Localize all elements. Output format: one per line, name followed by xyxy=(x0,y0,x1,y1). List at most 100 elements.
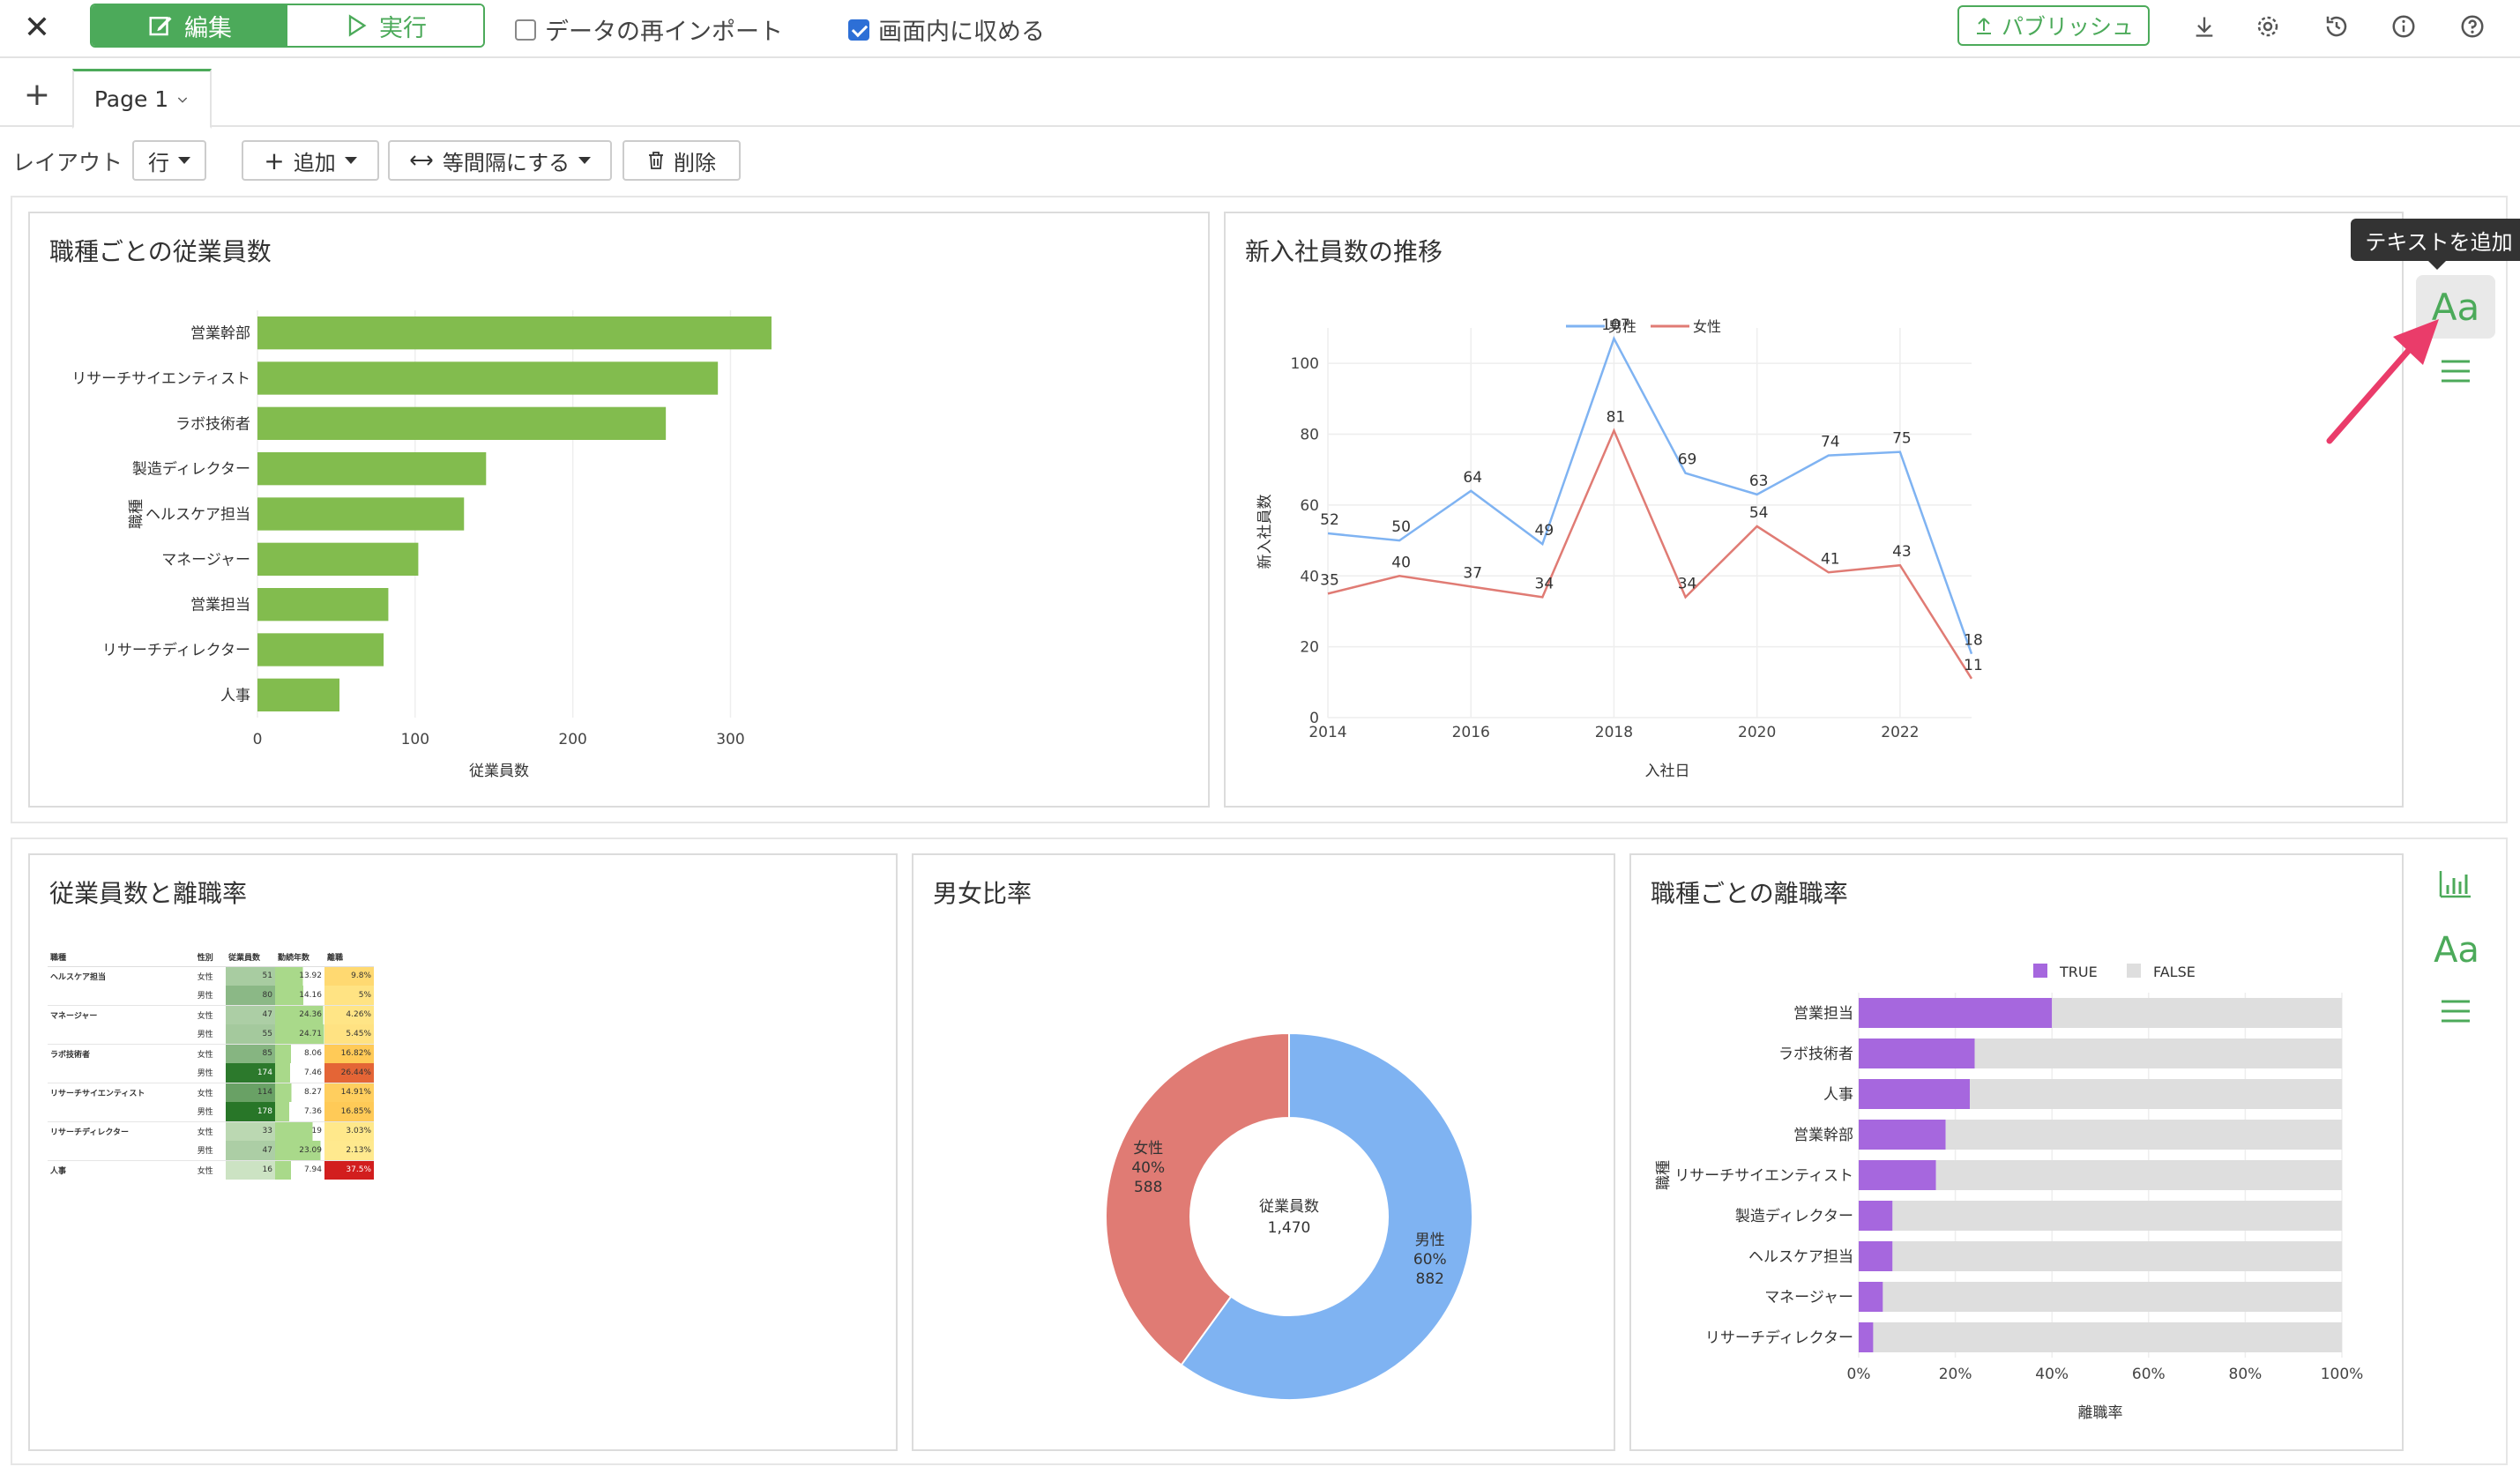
equal-spacing-button[interactable]: 等間隔にする xyxy=(388,140,612,181)
table-cell: 55 xyxy=(226,1024,275,1044)
column-header: 離職 xyxy=(324,949,374,967)
reimport-checkbox[interactable]: データの再インポート xyxy=(515,12,783,47)
run-button[interactable]: 実行 xyxy=(287,5,483,46)
x-tick-label: 80% xyxy=(2229,1366,2263,1383)
table-cell: 7.94 xyxy=(275,1159,324,1180)
y-tick-label: 0 xyxy=(1309,710,1319,727)
x-tick-label: 0% xyxy=(1847,1366,1871,1383)
close-icon[interactable]: ✕ xyxy=(23,10,51,46)
help-icon[interactable] xyxy=(2453,7,2492,46)
run-label: 実行 xyxy=(379,14,427,42)
x-tick-label: 100 xyxy=(401,731,429,748)
bar-segment-FALSE xyxy=(1974,1038,2342,1068)
table-cell: 女性 xyxy=(194,1120,226,1141)
menu-icon[interactable] xyxy=(2434,989,2478,1033)
legend-swatch xyxy=(2033,964,2047,978)
y-tick-label: 40 xyxy=(1300,568,1319,585)
table-row: 男性 178 7.36 16.85% xyxy=(48,1102,374,1121)
history-icon[interactable] xyxy=(2317,7,2356,46)
reimport-checkbox-box[interactable] xyxy=(515,19,536,41)
y-axis-label: 職種 xyxy=(1655,1160,1673,1190)
tab-page-1[interactable]: Page 1 xyxy=(72,69,212,129)
data-label: 41 xyxy=(1821,550,1840,568)
data-label: 74 xyxy=(1821,434,1840,451)
data-label: 34 xyxy=(1678,575,1697,592)
layout-select[interactable]: 行 xyxy=(132,140,206,181)
bar xyxy=(257,316,772,350)
table-header-row: 職種 性別 従業員数 勤続年数 離職 xyxy=(48,949,374,967)
fit-to-screen-checkbox[interactable]: 画面内に収める xyxy=(848,12,1045,47)
chart-icon[interactable] xyxy=(2434,862,2478,906)
tab-page-1-label: Page 1 xyxy=(93,86,169,112)
newhire-line-chart: 0 20 40 60 80 100 2014 2016 2018 2020 2022 52 50 64 49… xyxy=(1256,316,1983,780)
fit-checkbox-box[interactable] xyxy=(848,19,869,41)
legend-label: 男性 xyxy=(1608,318,1637,335)
pointer-arrow-annotation xyxy=(2326,319,2439,444)
plus-icon: + xyxy=(264,145,285,175)
y-tick-label: 20 xyxy=(1300,639,1319,657)
info-icon[interactable] xyxy=(2384,7,2423,46)
bar-segment-TRUE xyxy=(1859,1322,1874,1352)
menu-icon[interactable] xyxy=(2434,349,2478,393)
bar-segment-TRUE xyxy=(1859,1201,1893,1231)
add-button[interactable]: + 追加 xyxy=(242,140,379,181)
table-cell xyxy=(48,1102,195,1121)
table-cell: ヘルスケア担当 xyxy=(48,965,195,986)
slice-value: 588 xyxy=(1134,1179,1162,1196)
play-icon xyxy=(348,14,367,37)
headcount-chart-card[interactable]: 職種ごとの従業員数 0 100 200 300 営業幹部 リサーチサイエンティスト ラボ技術… xyxy=(28,212,1210,808)
x-tick-label: 2020 xyxy=(1738,724,1776,741)
table-cell: 2.13% xyxy=(324,1141,374,1160)
table-row: 人事 女性 16 7.94 37.5% xyxy=(48,1159,374,1180)
delete-label: 削除 xyxy=(674,150,716,175)
data-label: 18 xyxy=(1964,632,1983,650)
data-label: 40 xyxy=(1391,554,1411,571)
text-icon[interactable]: Aa xyxy=(2416,275,2495,339)
gear-icon[interactable] xyxy=(2248,7,2287,46)
y-tick-label: 製造ディレクター xyxy=(1735,1207,1853,1225)
data-label: 75 xyxy=(1892,430,1912,448)
chevron-down-icon[interactable] xyxy=(175,93,190,107)
publish-button[interactable]: パブリッシュ xyxy=(1957,5,2150,46)
newhire-chart-card[interactable]: 新入社員数の推移 0 20 40 60 80 100 2014 2016 2018 2020 202… xyxy=(1224,212,2404,808)
table-cell: 47 xyxy=(226,1141,275,1160)
slice-label: 男性 xyxy=(1415,1232,1445,1249)
download-icon[interactable] xyxy=(2185,7,2224,46)
table-cell: 女性 xyxy=(194,1004,226,1024)
attrition-chart-card[interactable]: 職種ごとの離職率 0% 20% 40% 60% 80% 100% 営業担当 ラボ技術者 人事 営業… xyxy=(1629,853,2404,1451)
slice-value: 882 xyxy=(1416,1270,1444,1288)
chevron-down-icon xyxy=(178,157,190,164)
y-tick-label: 80 xyxy=(1300,427,1319,444)
edit-icon xyxy=(149,17,172,36)
bar xyxy=(257,406,667,440)
add-label: 追加 xyxy=(293,150,336,175)
table-cell: 5% xyxy=(324,986,374,1005)
bar-segment-TRUE xyxy=(1859,1160,1936,1190)
table-cell: ラボ技術者 xyxy=(48,1043,195,1063)
plus-icon[interactable]: + xyxy=(23,77,51,113)
legend-label: FALSE xyxy=(2153,964,2196,980)
x-axis-label: 従業員数 xyxy=(469,763,529,780)
data-label: 81 xyxy=(1607,409,1626,427)
table-cell: 女性 xyxy=(194,965,226,986)
data-label: 49 xyxy=(1535,522,1554,540)
text-icon[interactable]: Aa xyxy=(2434,930,2479,971)
data-label: 34 xyxy=(1535,575,1554,592)
y-tick-label: 営業担当 xyxy=(1793,1005,1853,1023)
table-cell: 男性 xyxy=(197,1147,213,1157)
table-cell: 4.26% xyxy=(324,1004,374,1024)
donut-center-value: 1,470 xyxy=(1268,1219,1311,1237)
column-header: 性別 xyxy=(194,949,226,967)
table-cell: 7.36 xyxy=(275,1102,324,1121)
delete-button[interactable]: 削除 xyxy=(623,140,741,181)
legend-swatch xyxy=(2127,964,2141,978)
bar-segment-FALSE xyxy=(1970,1079,2342,1109)
y-tick-label: 人事 xyxy=(220,687,250,704)
y-tick-label: リサーチサイエンティスト xyxy=(71,370,250,388)
data-label: 69 xyxy=(1678,451,1697,469)
edit-button[interactable]: 編集 xyxy=(92,5,287,46)
publish-icon xyxy=(1976,18,1991,34)
bar xyxy=(257,452,487,486)
column-header: 従業員数 xyxy=(226,949,275,967)
gender-ratio-card[interactable]: 男女比率 男性 60% 882 女性 40% 588 従業員数 1,470 xyxy=(912,853,1615,1451)
